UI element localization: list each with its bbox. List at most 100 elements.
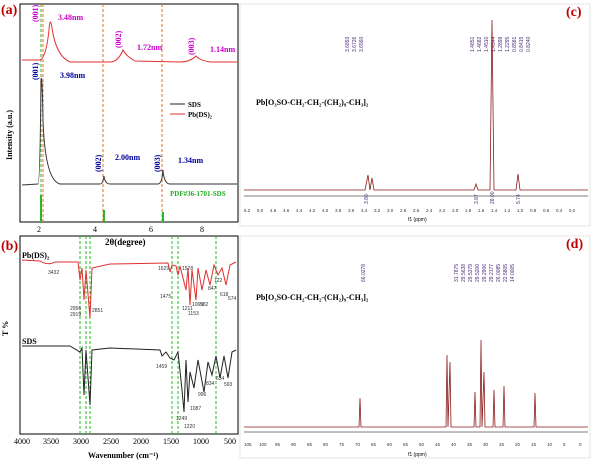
d-tick: 25: [499, 442, 505, 447]
b-pk-1153: 1153: [188, 311, 199, 317]
c-tick: 2.0: [452, 208, 459, 213]
c-tick: 0.2: [569, 208, 576, 213]
c-shift-12: 0.8240: [526, 36, 532, 52]
b-sds-634: 634: [216, 376, 225, 382]
a-xtick-4: 8: [200, 225, 204, 234]
b-xtick-8: 500: [224, 437, 236, 446]
panel-b-label: (b): [1, 239, 18, 254]
c-tick: 0.8: [530, 208, 537, 213]
c-tick: 1.6: [478, 208, 485, 213]
b-xtick-5: 2000: [133, 437, 149, 446]
d-tick: 55: [403, 442, 409, 447]
b-xtick-4: 2500: [103, 437, 119, 446]
d-tick: 45: [435, 442, 441, 447]
d-shift-7: 26.0085: [496, 264, 502, 282]
c-tick: 2.6: [413, 208, 420, 213]
b-sds-name: SDS: [22, 337, 37, 346]
c-tick: 4.6: [283, 208, 290, 213]
d-formula: Pb[O₃SO-CH₂-CH₂-(CH₂)₉-CH₃]₂: [256, 293, 369, 302]
c-shift-group-1: 3.6893 3.6726 3.6560: [345, 36, 365, 52]
d-tick: 0: [579, 442, 582, 447]
panel-d-label: (d): [566, 237, 583, 252]
c-tick: 5.0: [257, 208, 264, 213]
c-shift-4: 1.4851: [470, 36, 476, 52]
pb-d-3: 1.14nm: [210, 45, 235, 54]
d-tick: 30: [483, 442, 489, 447]
a-xtick-3: 6: [149, 225, 153, 234]
d-tick: 50: [419, 442, 425, 447]
d-tick: 90: [291, 442, 297, 447]
sds-xrd-curve: [21, 77, 237, 186]
c-tick: 3.8: [335, 208, 342, 213]
c-tick: 4.4: [296, 208, 303, 213]
b-pk-618: 618: [220, 292, 229, 298]
c-tick: 3.2: [374, 208, 381, 213]
sds-hkl-3: (003): [153, 154, 162, 172]
b-pk-574: 574: [228, 296, 237, 302]
panel-b-frame: [19, 235, 239, 435]
c-shift-3: 3.6560: [359, 36, 365, 52]
panel-a-xlabel: 2θ(degree): [105, 237, 146, 247]
c-shift-group-2: 1.4851 1.4682 1.4510 1.4344 1.2899 1.229…: [470, 36, 532, 52]
b-pk-1629: 1629: [158, 266, 169, 272]
panel-c: (c) Pb[O₃SO-CH₂-CH₂-(CH₂)₉-CH₃]₂ 3.6893 …: [239, 3, 591, 227]
c-tick: 3.0: [387, 208, 394, 213]
c-tick: 1.4: [491, 208, 498, 213]
d-tick: 65: [371, 442, 377, 447]
panel-b-xlabel: Wavenumber (cm⁻¹): [88, 451, 159, 460]
d-tick: 10: [547, 442, 553, 447]
c-tick: 2.4: [426, 208, 433, 213]
b-xtick-6: 1500: [163, 437, 179, 446]
b-pk-847: 847: [208, 286, 217, 292]
legend-sds: SDS: [188, 101, 201, 109]
d-tick: 85: [307, 442, 313, 447]
c-tick: 4.8: [270, 208, 277, 213]
c-shift-8: 1.2899: [498, 36, 504, 52]
c-tick: 1.2: [504, 208, 511, 213]
d-tick: 75: [339, 442, 345, 447]
c-int-4: 5.74: [516, 194, 522, 204]
panel-c-label: (c): [566, 5, 582, 20]
panel-b-ylabel: T %: [1, 321, 10, 336]
d-shift-2: 29.5638: [461, 264, 467, 282]
d-tick: 105: [244, 442, 252, 447]
b-sds-1249: 1249: [176, 416, 187, 422]
b-sds-1459: 1459: [156, 364, 167, 370]
b-xtick-1: 4000: [14, 437, 30, 446]
legend-pb: Pb(DS)₂: [188, 111, 212, 119]
d-tick: 100: [259, 442, 267, 447]
c-int-3: 28.00: [490, 191, 496, 204]
sds-hkl-2: (002): [94, 154, 103, 172]
c-tick: 2.8: [400, 208, 407, 213]
sds-d-3: 1.34nm: [178, 156, 203, 165]
b-sds-1220: 1220: [184, 424, 195, 430]
d-tick: 95: [275, 442, 281, 447]
pb-ftir-curve: [21, 259, 237, 319]
b-sds-1087: 1087: [190, 406, 201, 412]
c-xunit: f1 (ppm): [408, 217, 427, 223]
panel-d: (d) Pb[O₃SO-CH₂-CH₂-(CH₂)₉-CH₃]₂ 66.0278…: [239, 235, 591, 459]
c-formula: Pb[O₃SO-CH₂-CH₂-(CH₂)₉-CH₃]₂: [256, 98, 369, 107]
d-shift-3: 29.5379: [468, 264, 474, 282]
d-shift-4: 29.5200: [475, 264, 481, 282]
panel-a: (a) PDF#36-1701-SDS (001) 3.48nm (002) 1…: [1, 3, 239, 247]
panel-d-frame: [239, 235, 591, 459]
b-sds-996: 996: [198, 392, 207, 398]
c-shift-2: 3.6726: [352, 36, 358, 52]
b-xtick-7: 1000: [193, 437, 209, 446]
b-xtick-2: 3500: [43, 437, 59, 446]
c-tick: 0.4: [556, 208, 563, 213]
b-pk-2919: 2919: [70, 312, 81, 318]
c-tick: 3.6: [348, 208, 355, 213]
b-pk-1211: 1211: [182, 306, 193, 312]
c-int-2: 3.87: [474, 194, 480, 204]
b-sds-834: 834: [206, 381, 215, 387]
d-shift-5: 29.2906: [482, 264, 488, 282]
b-pk-982: 982: [200, 302, 209, 308]
panel-c-frame: [239, 3, 591, 227]
pdf-label: PDF#36-1701-SDS: [170, 190, 226, 198]
d-shift-66: 66.0278: [361, 264, 367, 282]
c-tick: 4.2: [309, 208, 316, 213]
d-shift-8: 22.5805: [503, 264, 509, 282]
a-xtick-2: 4: [93, 225, 97, 234]
